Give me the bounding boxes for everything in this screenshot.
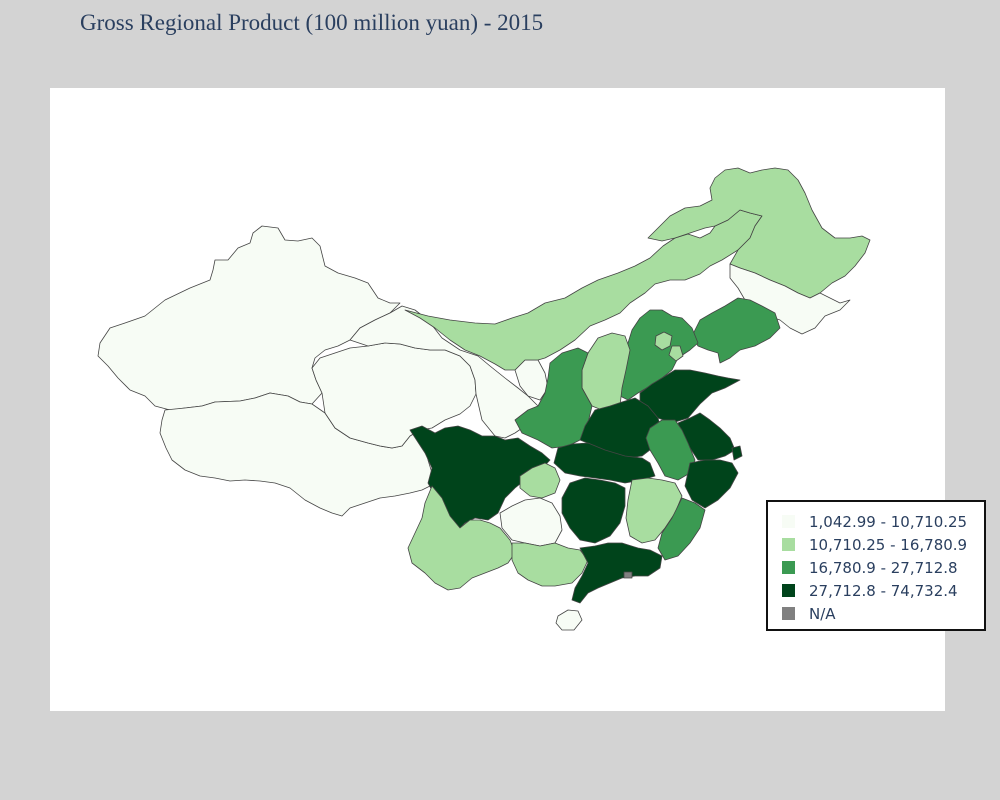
- region-chongqing[interactable]: [519, 462, 561, 499]
- region-liaoning[interactable]: [691, 297, 781, 364]
- region-hunan[interactable]: [561, 477, 626, 544]
- region-hainan[interactable]: [555, 609, 583, 631]
- legend: 1,042.99 - 10,710.25 10,710.25 - 16,780.…: [766, 500, 986, 631]
- legend-item[interactable]: 10,710.25 - 16,780.9: [782, 533, 984, 556]
- legend-swatch: [782, 584, 795, 597]
- legend-item[interactable]: N/A: [782, 602, 984, 625]
- region-heilongjiang[interactable]: [647, 167, 871, 299]
- legend-item[interactable]: 27,712.8 - 74,732.4: [782, 579, 984, 602]
- legend-swatch: [782, 538, 795, 551]
- region-guangdong[interactable]: [571, 542, 663, 604]
- map-title: Gross Regional Product (100 million yuan…: [80, 10, 544, 35]
- legend-item[interactable]: 1,042.99 - 10,710.25: [782, 510, 984, 533]
- legend-label: 10,710.25 - 16,780.9: [809, 535, 968, 554]
- map-panel: [50, 88, 945, 711]
- legend-swatch: [782, 561, 795, 574]
- region-guangxi[interactable]: [511, 542, 589, 587]
- legend-swatch: [782, 607, 795, 620]
- china-choropleth-map: [97, 167, 871, 631]
- legend-label: 1,042.99 - 10,710.25: [809, 512, 968, 531]
- legend-swatch: [782, 515, 795, 528]
- region-hongkong-na[interactable]: [623, 571, 633, 579]
- region-tibet[interactable]: [159, 392, 433, 517]
- region-zhejiang[interactable]: [684, 459, 739, 509]
- region-tianjin[interactable]: [668, 345, 684, 362]
- legend-item[interactable]: 16,780.9 - 27,712.8: [782, 556, 984, 579]
- legend-label: 27,712.8 - 74,732.4: [809, 581, 958, 600]
- region-shanghai[interactable]: [731, 445, 743, 461]
- region-fujian[interactable]: [657, 497, 706, 561]
- region-guizhou[interactable]: [499, 497, 563, 547]
- legend-label: N/A: [809, 604, 836, 623]
- region-beijing[interactable]: [654, 331, 673, 351]
- legend-label: 16,780.9 - 27,712.8: [809, 558, 958, 577]
- region-yunnan[interactable]: [407, 485, 516, 591]
